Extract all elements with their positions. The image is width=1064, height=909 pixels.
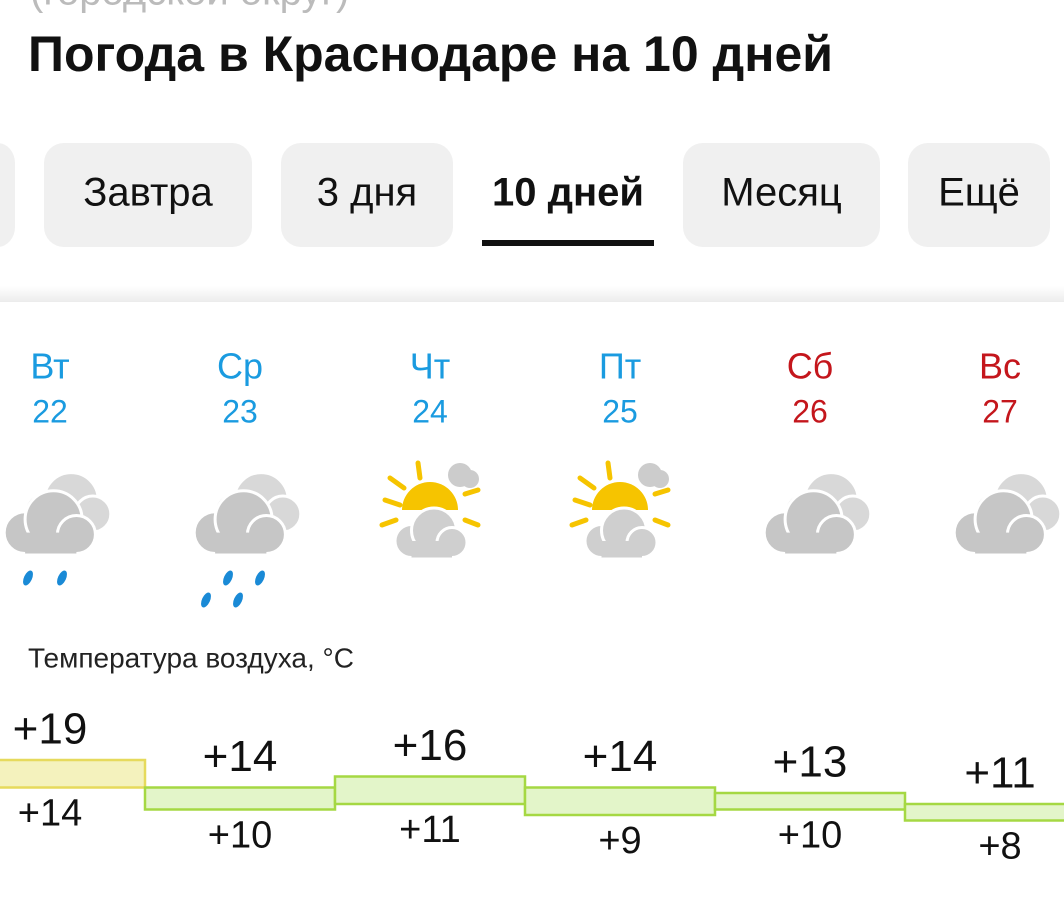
- sun: [592, 482, 648, 510]
- sun-ray: [415, 460, 423, 481]
- cloud-part: [785, 532, 837, 554]
- tab-label: Завтра: [83, 171, 213, 215]
- temp-band: [143, 786, 337, 811]
- temp-band: [523, 786, 717, 817]
- cloud-part: [215, 532, 267, 554]
- tab-label: Месяц: [721, 171, 842, 215]
- weekday: Чт: [410, 346, 450, 387]
- cloud-part: [975, 532, 1027, 554]
- tab-label: 3 дня: [317, 171, 417, 215]
- card-shadow: [0, 286, 1064, 302]
- date: 25: [602, 393, 638, 429]
- sun-ray: [569, 517, 589, 528]
- temp-min: +10: [778, 815, 842, 857]
- weekday: Пт: [599, 346, 641, 387]
- cloud-part: [25, 532, 77, 554]
- weather-icon: [952, 471, 1063, 555]
- temp-max: +11: [964, 749, 1035, 798]
- weekday: Сб: [787, 346, 834, 387]
- date: 26: [792, 393, 828, 429]
- tab-stub[interactable]: [0, 143, 15, 247]
- tab-bg: [683, 143, 880, 247]
- sun-ray: [572, 497, 593, 508]
- small-cloud: [651, 470, 669, 488]
- sun: [402, 482, 458, 510]
- temp-band: [713, 791, 907, 811]
- rain-drop: [223, 570, 233, 586]
- weather-icon: [569, 460, 671, 559]
- tab[interactable]: Ещё: [908, 143, 1050, 247]
- temp-band: [0, 758, 147, 789]
- tab-label: 10 дней: [492, 171, 644, 215]
- weather-icon: [762, 471, 873, 555]
- tab-underline: [482, 240, 654, 246]
- small-cloud: [461, 470, 479, 488]
- tab-bg: [908, 143, 1050, 247]
- tab[interactable]: Месяц: [683, 143, 880, 247]
- rain-drop: [233, 592, 243, 608]
- tab-bg: [281, 143, 453, 247]
- cloud-part: [411, 541, 452, 558]
- temp-min: +10: [208, 815, 272, 857]
- tab-label: Ещё: [938, 171, 1020, 215]
- temp-band: [903, 802, 1064, 822]
- date: 27: [982, 393, 1018, 429]
- sun-ray: [382, 497, 403, 508]
- temp-min: +14: [18, 793, 82, 835]
- rain-drop: [23, 570, 33, 586]
- subtitle: (городской округ): [30, 0, 349, 14]
- temp-max: +16: [393, 721, 468, 770]
- sun-ray: [577, 475, 597, 491]
- weekday: Ср: [217, 346, 263, 387]
- date: 24: [412, 393, 448, 429]
- weekday: Вт: [30, 346, 69, 387]
- temp-band: [333, 775, 527, 806]
- page-title: Погода в Краснодаре на 10 дней: [28, 26, 833, 82]
- temp-min: +9: [598, 820, 641, 862]
- weather-icon: [2, 471, 113, 586]
- date: 23: [222, 393, 258, 429]
- sun-ray: [652, 517, 671, 528]
- sun-ray: [605, 460, 613, 481]
- rain-drop: [255, 570, 265, 586]
- temp-label: Температура воздуха, °С: [28, 642, 354, 673]
- weather-icon: [379, 460, 481, 559]
- temp-max: +19: [13, 705, 88, 754]
- weekday: Вс: [979, 346, 1021, 387]
- sun-ray: [387, 475, 407, 491]
- temp-max: +14: [203, 732, 278, 781]
- temp-max: +14: [583, 732, 658, 781]
- temp-max: +13: [773, 738, 848, 787]
- rain-drop: [201, 592, 211, 608]
- rain-drop: [57, 570, 67, 586]
- sun-ray: [462, 487, 481, 497]
- sun-ray: [379, 517, 399, 528]
- tab[interactable]: Завтра: [44, 143, 252, 247]
- temp-min: +8: [978, 826, 1021, 868]
- tab[interactable]: 3 дня: [281, 143, 453, 247]
- date: 22: [32, 393, 68, 429]
- sun-ray: [652, 487, 671, 497]
- tab[interactable]: 10 дней: [482, 171, 654, 246]
- cloud-part: [601, 541, 642, 558]
- sun-ray: [462, 517, 481, 528]
- weather-icon: [192, 471, 303, 608]
- tab-bg: [44, 143, 252, 247]
- temp-min: +11: [399, 809, 461, 851]
